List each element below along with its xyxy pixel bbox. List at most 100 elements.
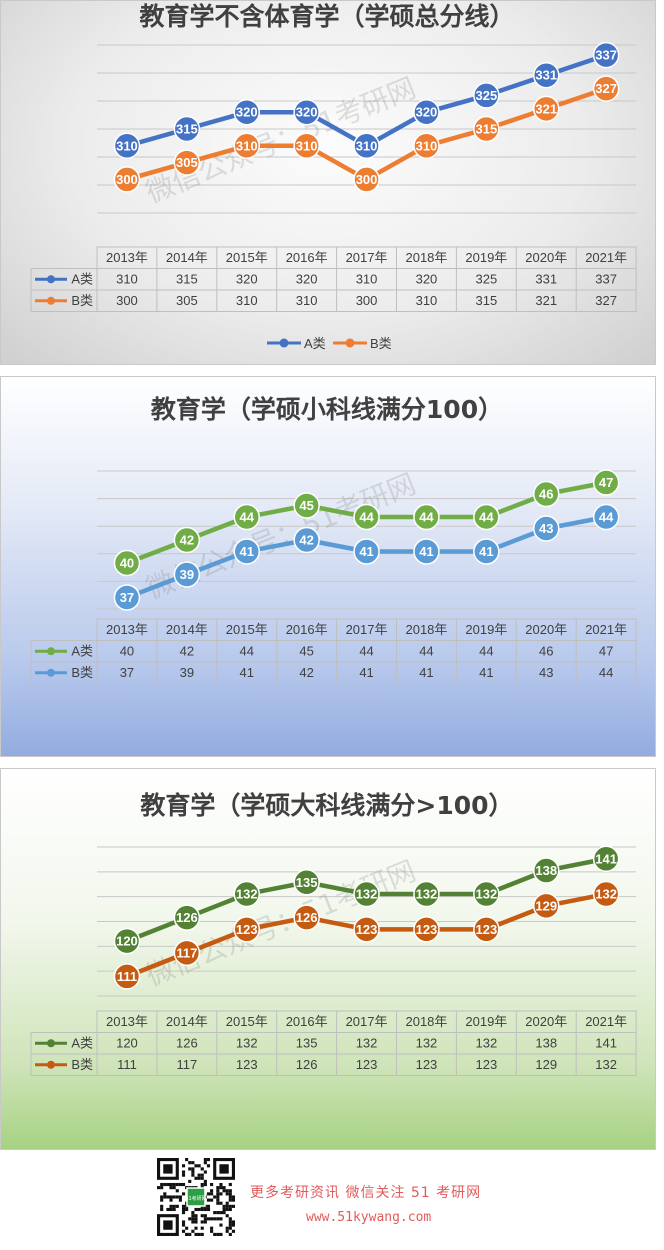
qr-module — [231, 1220, 235, 1224]
data-label: 111 — [117, 969, 137, 984]
qr-module — [219, 1201, 223, 1205]
qr-module — [194, 1232, 198, 1236]
qr-module — [175, 1189, 179, 1193]
qr-module — [197, 1207, 201, 1212]
qr-module — [228, 1204, 232, 1208]
table-cell: 310 — [356, 272, 378, 287]
qr-module — [219, 1217, 223, 1221]
qr-module — [222, 1207, 226, 1212]
qr-finder-core — [163, 1164, 173, 1174]
qr-module — [191, 1170, 195, 1174]
qr-module — [200, 1167, 204, 1171]
data-label: 39 — [180, 567, 194, 582]
table-cell: 129 — [535, 1057, 557, 1072]
qr-module — [169, 1186, 173, 1190]
qr-module — [200, 1220, 204, 1224]
qr-module — [219, 1223, 223, 1227]
qr-module — [188, 1232, 192, 1236]
data-point — [533, 892, 560, 920]
qr-module — [169, 1182, 173, 1187]
data-point — [353, 880, 380, 908]
tick-label: 2015年 — [226, 622, 268, 637]
footer-promo-text: 更多考研资讯 微信关注 51 考研网 — [250, 1185, 482, 1201]
qr-module — [203, 1207, 207, 1212]
data-point — [173, 939, 201, 967]
table-cell: 41 — [359, 665, 373, 680]
qr-module — [175, 1195, 179, 1199]
series-name: B类 — [71, 293, 93, 308]
qr-module — [175, 1204, 179, 1208]
tick-label: 2018年 — [405, 250, 447, 265]
data-point — [113, 549, 141, 577]
data-point — [233, 538, 260, 565]
qr-module — [228, 1207, 232, 1212]
qr-module — [225, 1207, 229, 1212]
data-point — [592, 503, 620, 531]
data-label: 141 — [595, 851, 617, 866]
qr-module — [163, 1195, 167, 1199]
data-label: 320 — [416, 105, 438, 120]
table-cell: 132 — [236, 1036, 258, 1051]
series-name: A类 — [71, 1036, 93, 1051]
data-point — [592, 469, 620, 496]
table-cell: 117 — [176, 1057, 197, 1072]
table-cell: 40 — [120, 644, 134, 659]
data-point — [592, 880, 620, 908]
qr-module — [194, 1176, 198, 1180]
table-cell: 300 — [116, 293, 138, 308]
data-point — [473, 115, 500, 143]
qr-code-image[interactable]: 51考研网 — [157, 1158, 235, 1236]
series-name: B类 — [71, 665, 93, 680]
table-cell: 305 — [176, 293, 198, 308]
qr-module — [178, 1198, 182, 1202]
qr-module — [200, 1226, 204, 1230]
qr-module — [197, 1173, 201, 1177]
qr-module — [188, 1167, 192, 1171]
footer-website-link[interactable]: www.51kywang.com — [306, 1210, 432, 1225]
qr-module — [200, 1207, 204, 1212]
table-cell: 41 — [419, 665, 433, 680]
qr-logo-badge — [186, 1187, 206, 1207]
qr-module — [206, 1204, 211, 1208]
tick-label: 2021年 — [585, 1014, 627, 1029]
qr-module — [185, 1158, 189, 1162]
qr-module — [160, 1207, 164, 1212]
table-cell: 132 — [416, 1036, 438, 1051]
legend-key-marker — [47, 1060, 55, 1069]
qr-module — [194, 1226, 198, 1230]
qr-module — [203, 1217, 207, 1221]
legend: A类 B类 — [267, 336, 392, 351]
qr-module — [219, 1232, 223, 1236]
tick-label: 2021年 — [585, 250, 627, 265]
qr-module — [216, 1195, 220, 1199]
qr-module — [225, 1192, 229, 1196]
table-cell: 320 — [296, 272, 318, 287]
qr-module — [222, 1189, 226, 1193]
data-point — [173, 149, 201, 176]
table-cell: 43 — [539, 665, 553, 680]
qr-module — [210, 1182, 214, 1187]
tick-label: 2016年 — [286, 1014, 328, 1029]
table-cell: 126 — [176, 1036, 198, 1051]
table-cell: 320 — [236, 272, 258, 287]
table-cell: 47 — [599, 644, 613, 659]
table-cell: 325 — [475, 272, 497, 287]
data-label: 300 — [356, 172, 378, 187]
qr-module — [181, 1223, 186, 1227]
qr-module — [181, 1173, 186, 1177]
table-cell: 321 — [535, 293, 557, 308]
table-cell: 320 — [416, 272, 438, 287]
data-point — [173, 526, 201, 554]
qr-module — [172, 1204, 176, 1208]
tick-label: 2020年 — [525, 250, 567, 265]
data-point — [473, 538, 500, 565]
qr-module — [194, 1217, 198, 1221]
qr-module — [228, 1226, 232, 1230]
tick-label: 2016年 — [286, 250, 328, 265]
qr-module — [185, 1207, 189, 1212]
data-label: 305 — [176, 155, 198, 170]
tick-label: 2014年 — [166, 1014, 208, 1029]
qr-module — [225, 1201, 229, 1205]
